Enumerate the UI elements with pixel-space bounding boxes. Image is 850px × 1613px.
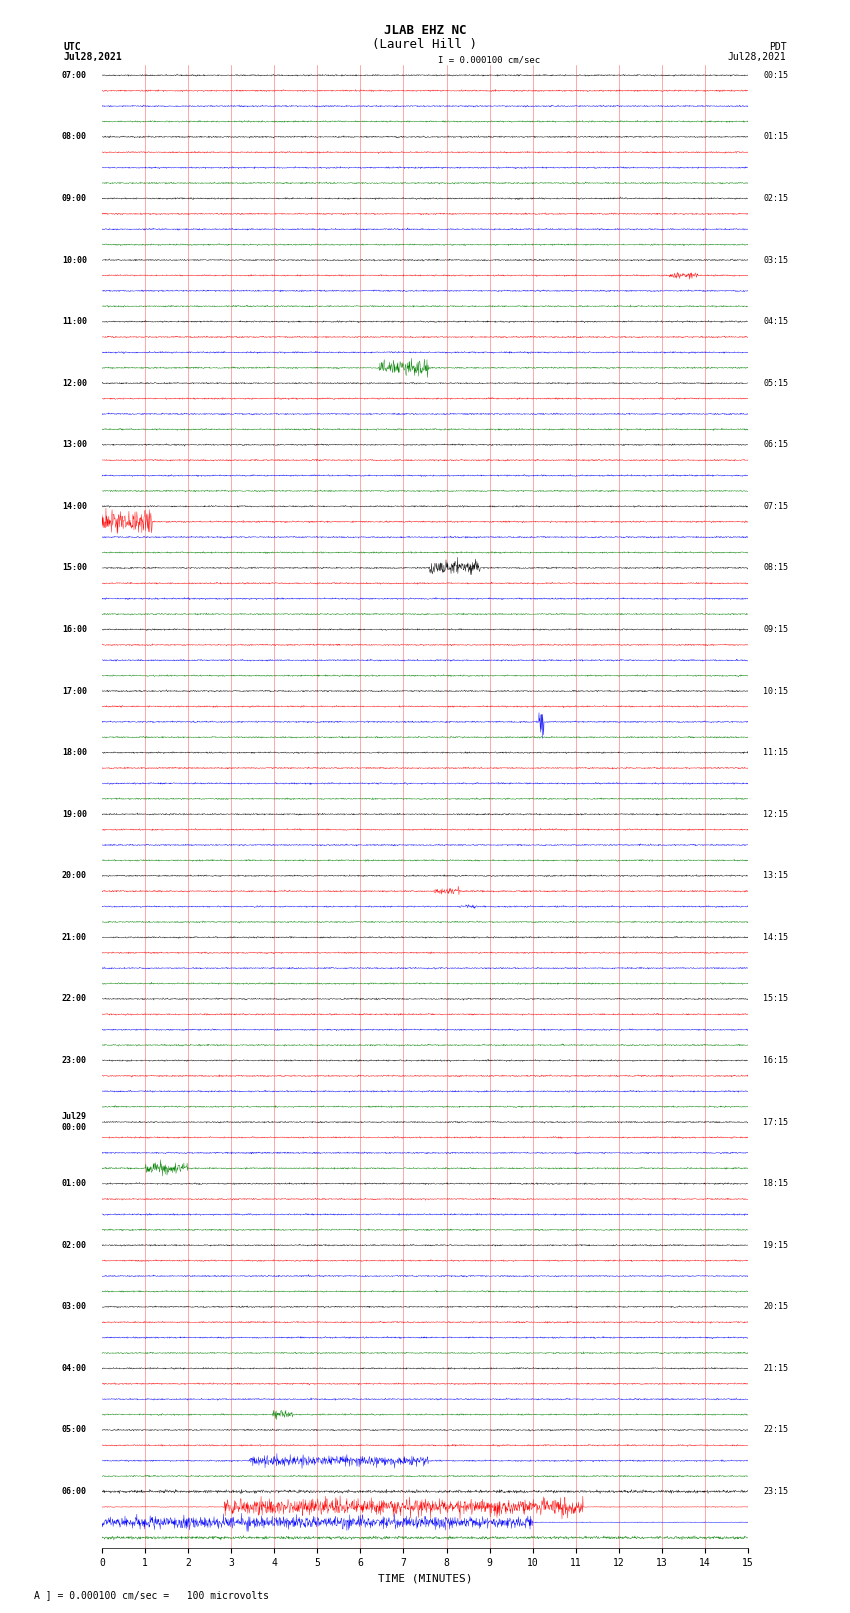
Text: 22:00: 22:00 bbox=[62, 995, 87, 1003]
Text: 17:15: 17:15 bbox=[763, 1118, 788, 1126]
Text: 23:15: 23:15 bbox=[763, 1487, 788, 1495]
Text: 00:15: 00:15 bbox=[763, 71, 788, 79]
Text: 11:00: 11:00 bbox=[62, 318, 87, 326]
Text: 01:15: 01:15 bbox=[763, 132, 788, 142]
Text: 19:15: 19:15 bbox=[763, 1240, 788, 1250]
Text: 16:15: 16:15 bbox=[763, 1057, 788, 1065]
Text: 02:00: 02:00 bbox=[62, 1240, 87, 1250]
Text: 09:15: 09:15 bbox=[763, 624, 788, 634]
Text: 20:00: 20:00 bbox=[62, 871, 87, 881]
Text: 08:00: 08:00 bbox=[62, 132, 87, 142]
Text: A ] = 0.000100 cm/sec =   100 microvolts: A ] = 0.000100 cm/sec = 100 microvolts bbox=[34, 1590, 269, 1600]
Text: 19:00: 19:00 bbox=[62, 810, 87, 819]
Text: I = 0.000100 cm/sec: I = 0.000100 cm/sec bbox=[438, 55, 540, 65]
Text: 14:00: 14:00 bbox=[62, 502, 87, 511]
Text: 12:00: 12:00 bbox=[62, 379, 87, 387]
Text: 11:15: 11:15 bbox=[763, 748, 788, 756]
Text: UTC: UTC bbox=[64, 42, 82, 52]
Text: Jul29
00:00: Jul29 00:00 bbox=[62, 1113, 87, 1132]
Text: 07:00: 07:00 bbox=[62, 71, 87, 79]
Text: PDT: PDT bbox=[768, 42, 786, 52]
Text: 15:15: 15:15 bbox=[763, 995, 788, 1003]
Text: 17:00: 17:00 bbox=[62, 687, 87, 695]
Text: (Laurel Hill ): (Laurel Hill ) bbox=[372, 37, 478, 50]
Text: 06:15: 06:15 bbox=[763, 440, 788, 450]
Text: 10:00: 10:00 bbox=[62, 255, 87, 265]
Text: 21:15: 21:15 bbox=[763, 1365, 788, 1373]
Text: 13:15: 13:15 bbox=[763, 871, 788, 881]
Text: 03:15: 03:15 bbox=[763, 255, 788, 265]
Text: 18:15: 18:15 bbox=[763, 1179, 788, 1189]
Text: 20:15: 20:15 bbox=[763, 1302, 788, 1311]
Text: 12:15: 12:15 bbox=[763, 810, 788, 819]
Text: 08:15: 08:15 bbox=[763, 563, 788, 573]
Text: 03:00: 03:00 bbox=[62, 1302, 87, 1311]
Text: 14:15: 14:15 bbox=[763, 932, 788, 942]
Text: 13:00: 13:00 bbox=[62, 440, 87, 450]
Text: Jul28,2021: Jul28,2021 bbox=[64, 52, 122, 61]
X-axis label: TIME (MINUTES): TIME (MINUTES) bbox=[377, 1574, 473, 1584]
Text: JLAB EHZ NC: JLAB EHZ NC bbox=[383, 24, 467, 37]
Text: 07:15: 07:15 bbox=[763, 502, 788, 511]
Text: 22:15: 22:15 bbox=[763, 1426, 788, 1434]
Text: 10:15: 10:15 bbox=[763, 687, 788, 695]
Text: Jul28,2021: Jul28,2021 bbox=[728, 52, 786, 61]
Text: 15:00: 15:00 bbox=[62, 563, 87, 573]
Text: 23:00: 23:00 bbox=[62, 1057, 87, 1065]
Text: 04:00: 04:00 bbox=[62, 1365, 87, 1373]
Text: 21:00: 21:00 bbox=[62, 932, 87, 942]
Text: 16:00: 16:00 bbox=[62, 624, 87, 634]
Text: 09:00: 09:00 bbox=[62, 194, 87, 203]
Text: 02:15: 02:15 bbox=[763, 194, 788, 203]
Text: 18:00: 18:00 bbox=[62, 748, 87, 756]
Text: 05:00: 05:00 bbox=[62, 1426, 87, 1434]
Text: 04:15: 04:15 bbox=[763, 318, 788, 326]
Text: 06:00: 06:00 bbox=[62, 1487, 87, 1495]
Text: 05:15: 05:15 bbox=[763, 379, 788, 387]
Text: 01:00: 01:00 bbox=[62, 1179, 87, 1189]
